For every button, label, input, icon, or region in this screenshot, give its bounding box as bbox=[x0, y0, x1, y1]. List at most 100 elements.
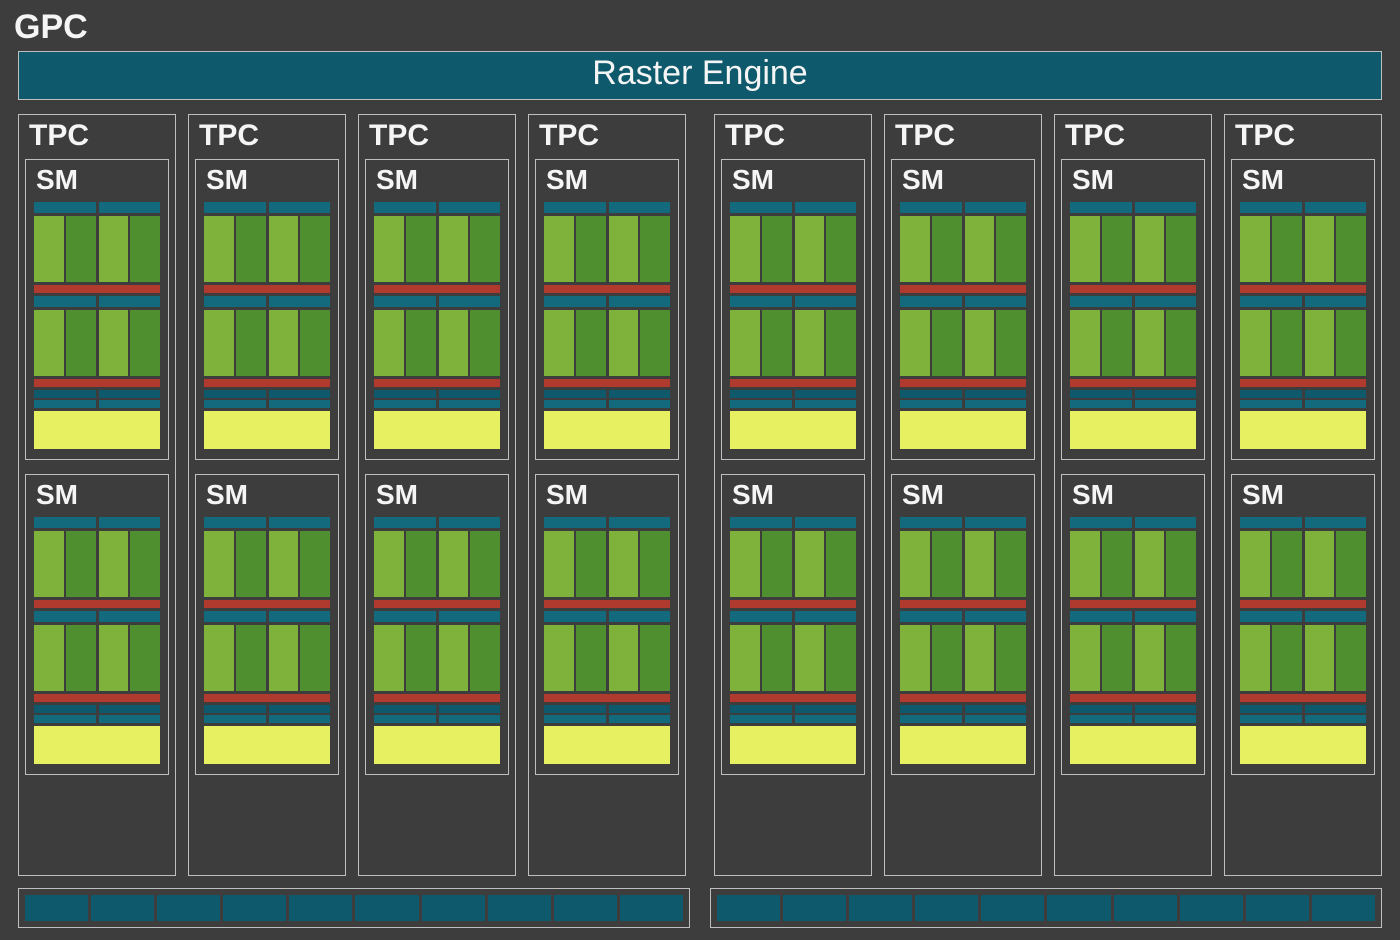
register-band bbox=[1240, 694, 1366, 702]
cache-band bbox=[1240, 705, 1366, 723]
sm-label: SM bbox=[1240, 475, 1366, 517]
register-band bbox=[1240, 379, 1366, 387]
dispatch-band bbox=[544, 517, 670, 528]
dispatch-band bbox=[730, 517, 856, 528]
sm-block: SM bbox=[365, 159, 509, 460]
memory-cell bbox=[1047, 895, 1110, 921]
core-array bbox=[900, 310, 1026, 376]
core-array bbox=[730, 531, 856, 597]
dispatch-band bbox=[34, 296, 160, 307]
tpc-label: TPC bbox=[1061, 115, 1205, 159]
sm-block: SM bbox=[25, 474, 169, 775]
sm-body bbox=[374, 202, 500, 449]
tensor-block bbox=[34, 411, 160, 449]
register-band bbox=[730, 694, 856, 702]
core-array bbox=[1240, 310, 1366, 376]
dispatch-band bbox=[1070, 296, 1196, 307]
core-array bbox=[900, 216, 1026, 282]
sm-body bbox=[1070, 517, 1196, 764]
memory-cell bbox=[91, 895, 154, 921]
bottom-strips bbox=[12, 888, 1388, 928]
register-band bbox=[1070, 285, 1196, 293]
cache-band bbox=[1070, 390, 1196, 408]
memory-cell bbox=[422, 895, 485, 921]
core-array bbox=[1070, 216, 1196, 282]
dispatch-band bbox=[204, 202, 330, 213]
tpc-label: TPC bbox=[25, 115, 169, 159]
dispatch-band bbox=[900, 517, 1026, 528]
register-band bbox=[34, 600, 160, 608]
core-array bbox=[730, 625, 856, 691]
core-array bbox=[1070, 310, 1196, 376]
dispatch-band bbox=[374, 611, 500, 622]
tensor-block bbox=[1070, 726, 1196, 764]
sm-label: SM bbox=[730, 160, 856, 202]
tpc-block: TPCSMSM bbox=[884, 114, 1042, 876]
dispatch-band bbox=[1240, 611, 1366, 622]
core-array bbox=[374, 625, 500, 691]
core-array bbox=[34, 625, 160, 691]
core-array bbox=[1070, 531, 1196, 597]
tensor-block bbox=[1240, 411, 1366, 449]
cache-band bbox=[34, 390, 160, 408]
register-band bbox=[374, 694, 500, 702]
memory-strip bbox=[18, 888, 690, 928]
sm-label: SM bbox=[204, 160, 330, 202]
sm-body bbox=[730, 517, 856, 764]
core-array bbox=[544, 625, 670, 691]
tensor-block bbox=[544, 411, 670, 449]
sm-label: SM bbox=[34, 475, 160, 517]
tensor-block bbox=[1070, 411, 1196, 449]
memory-cell bbox=[620, 895, 683, 921]
memory-cell bbox=[1312, 895, 1375, 921]
dispatch-band bbox=[34, 611, 160, 622]
sm-block: SM bbox=[721, 474, 865, 775]
sm-block: SM bbox=[1061, 159, 1205, 460]
core-array bbox=[730, 310, 856, 376]
cache-band bbox=[900, 390, 1026, 408]
sm-body bbox=[374, 517, 500, 764]
sm-block: SM bbox=[1231, 159, 1375, 460]
cache-band bbox=[900, 705, 1026, 723]
cache-band bbox=[544, 390, 670, 408]
dispatch-band bbox=[1240, 202, 1366, 213]
tensor-block bbox=[34, 726, 160, 764]
tpc-label: TPC bbox=[365, 115, 509, 159]
sm-label: SM bbox=[1240, 160, 1366, 202]
register-band bbox=[204, 285, 330, 293]
memory-cell bbox=[554, 895, 617, 921]
register-band bbox=[374, 600, 500, 608]
sm-block: SM bbox=[365, 474, 509, 775]
core-array bbox=[204, 310, 330, 376]
memory-cell bbox=[915, 895, 978, 921]
tpc-block: TPCSMSM bbox=[358, 114, 516, 876]
core-array bbox=[730, 216, 856, 282]
dispatch-band bbox=[1070, 611, 1196, 622]
memory-cell bbox=[223, 895, 286, 921]
sm-body bbox=[900, 517, 1026, 764]
sm-block: SM bbox=[195, 474, 339, 775]
register-band bbox=[544, 600, 670, 608]
tpc-label: TPC bbox=[535, 115, 679, 159]
core-array bbox=[374, 216, 500, 282]
sm-block: SM bbox=[25, 159, 169, 460]
register-band bbox=[204, 379, 330, 387]
sm-body bbox=[1070, 202, 1196, 449]
dispatch-band bbox=[34, 517, 160, 528]
core-array bbox=[1240, 625, 1366, 691]
sm-label: SM bbox=[544, 475, 670, 517]
sm-label: SM bbox=[730, 475, 856, 517]
register-band bbox=[730, 285, 856, 293]
sm-body bbox=[544, 517, 670, 764]
core-array bbox=[204, 531, 330, 597]
dispatch-band bbox=[730, 296, 856, 307]
memory-cell bbox=[488, 895, 551, 921]
sm-block: SM bbox=[535, 159, 679, 460]
core-array bbox=[204, 625, 330, 691]
core-array bbox=[1240, 531, 1366, 597]
register-band bbox=[374, 285, 500, 293]
tpc-block: TPCSMSM bbox=[188, 114, 346, 876]
tensor-block bbox=[730, 411, 856, 449]
tensor-block bbox=[374, 411, 500, 449]
sm-label: SM bbox=[900, 160, 1026, 202]
